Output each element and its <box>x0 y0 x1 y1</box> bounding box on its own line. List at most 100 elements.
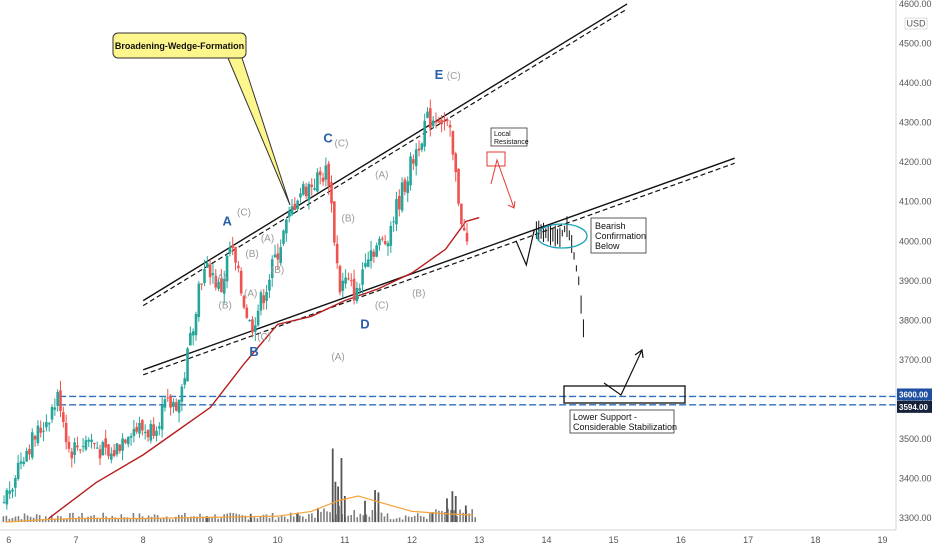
local-resistance-box <box>490 127 528 147</box>
candle-body <box>364 263 367 267</box>
candle-body <box>76 445 79 448</box>
candle-body <box>378 238 381 246</box>
candle-body <box>155 430 158 436</box>
price-axis[interactable]: 3300.00 3400.00 3500.00 3600.00 3700.00 3800.… <box>897 0 932 523</box>
candle-body <box>194 314 198 336</box>
candle-body <box>158 426 161 429</box>
wave-label-minor: (C) <box>237 208 251 219</box>
wave-label-major: A <box>222 213 232 228</box>
bearish-line3: Below <box>595 241 620 251</box>
date-tick-label: 12 <box>407 535 417 545</box>
candle-body <box>39 427 43 433</box>
wave-label-major: C <box>323 130 333 145</box>
date-tick-label: 8 <box>141 535 146 545</box>
candle-body <box>186 348 189 382</box>
wave-label-minor: (A) <box>244 289 257 300</box>
candle-body <box>183 378 187 385</box>
rebound-arrow <box>603 349 643 396</box>
candle-body <box>242 296 246 308</box>
forecast-swing <box>515 229 535 267</box>
price-tick-label: 4200.00 <box>899 157 932 167</box>
candle-body <box>14 478 17 488</box>
candle-body <box>443 120 446 122</box>
wave-label-minor: (B) <box>412 289 425 300</box>
wave-label-minor: (A) <box>214 273 227 284</box>
candle-body <box>321 177 325 182</box>
bearish-box <box>590 217 647 254</box>
price-badge-label: 3594.00 <box>899 403 928 412</box>
price-tick-label: 4000.00 <box>899 236 932 246</box>
wedge-lower-support-line <box>142 157 735 371</box>
wave-label-minor: (C) <box>447 71 461 82</box>
candle-body <box>19 461 23 464</box>
date-tick-label: 7 <box>73 535 78 545</box>
currency-label[interactable]: USD <box>906 19 926 29</box>
candle-body <box>248 319 251 321</box>
candle-body <box>64 422 68 443</box>
candle-body <box>253 325 257 332</box>
wave-label-minor: (A) <box>331 352 344 363</box>
candle-body <box>146 430 150 438</box>
candle-body <box>143 431 147 433</box>
candle-body <box>36 425 40 444</box>
bearish-ellipse <box>536 223 588 249</box>
candle-body <box>256 310 260 326</box>
candle-body <box>338 265 342 293</box>
date-tick-label: 17 <box>743 535 753 545</box>
candle-body <box>81 446 85 448</box>
wedge-upper-resistance-dashed-line <box>142 8 628 307</box>
wave-label-minor: (A) <box>375 170 388 181</box>
time-axis[interactable]: 6 7 8 9 10 11 12 13 14 15 16 17 18 19 <box>6 535 887 545</box>
candle-body <box>90 439 93 443</box>
price-badge-label: 3600.00 <box>899 390 928 399</box>
candle-body <box>330 182 333 204</box>
lower-support-line1: Lower Support - <box>573 412 637 422</box>
candle-body <box>375 245 378 257</box>
candle-body <box>395 199 398 225</box>
candle-body <box>138 422 141 434</box>
candle-body <box>160 405 164 430</box>
candles <box>2 99 469 510</box>
candle-body <box>45 422 48 428</box>
candle-body <box>465 232 469 242</box>
price-tick-label: 4600.00 <box>899 0 932 9</box>
candle-body <box>84 440 88 450</box>
candle-body <box>437 120 441 123</box>
candle-body <box>417 148 421 151</box>
candle-body <box>112 450 116 457</box>
candle-body <box>457 168 460 204</box>
candle-body <box>11 489 14 492</box>
candle-body <box>270 259 274 279</box>
candle-body <box>73 442 76 456</box>
candle-body <box>414 149 418 167</box>
candle-body <box>273 254 277 258</box>
candle-body <box>397 195 401 210</box>
candle-body <box>454 153 458 173</box>
lower-support-line2: Considerable Stabilization <box>573 422 677 432</box>
candle-body <box>451 130 455 155</box>
candle-body <box>386 243 390 247</box>
wave-label-minor: (B) <box>271 265 284 276</box>
date-tick-label: 16 <box>676 535 686 545</box>
forecast-path <box>515 216 584 338</box>
wave-label-major: D <box>360 316 369 331</box>
candle-body <box>265 291 268 301</box>
date-tick-label: 10 <box>273 535 283 545</box>
candle-body <box>369 250 373 262</box>
wave-label-minor: (C) <box>375 301 389 312</box>
candle-body <box>200 283 203 285</box>
candle-body <box>296 200 299 210</box>
candle-body <box>239 270 243 294</box>
price-badge <box>897 400 932 413</box>
wave-label-minor: (C) <box>335 138 349 149</box>
wave-label-minor: (A) <box>261 233 274 244</box>
candle-body <box>310 184 314 188</box>
candle-body <box>107 444 110 457</box>
candle-body <box>429 108 432 129</box>
candle-body <box>251 319 254 333</box>
candle-body <box>141 420 144 431</box>
date-tick-label: 19 <box>878 535 888 545</box>
resistance-arrowhead <box>507 200 516 209</box>
candle-body <box>98 449 102 459</box>
